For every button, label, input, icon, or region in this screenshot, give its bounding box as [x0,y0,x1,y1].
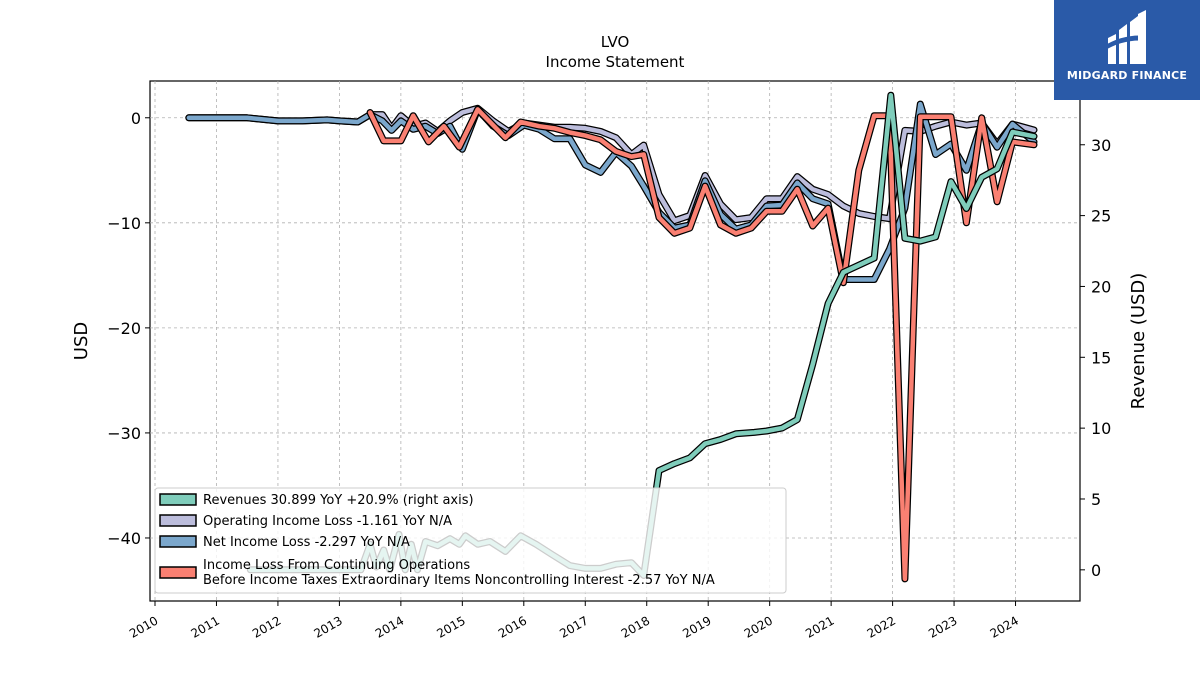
legend: Revenues 30.899 YoY +20.9% (right axis) … [154,487,787,594]
x-tick-label: 2022 [865,613,898,640]
legend-entry: Income Loss From Continuing Operations Be… [159,558,715,588]
legend-swatch-net-income [159,535,197,548]
series-line-pretax-income-loss [367,107,1037,582]
legend-label-net-income: Net Income Loss -2.297 YoY N/A [203,535,410,550]
x-tick-label: 2017 [557,613,590,640]
legend-swatch-revenues [159,493,197,506]
y-right-tick-label: 0 [1091,561,1101,580]
legend-entry: Operating Income Loss -1.161 YoY N/A [159,514,452,529]
legend-label-line: Before Income Taxes Extraordinary Items … [203,573,715,588]
y-tick-label: −20 [107,319,141,338]
y-right-tick-label: 10 [1091,419,1111,438]
y-tick-label: −10 [107,214,141,233]
chart-subtitle: Income Statement [546,53,685,71]
legend-swatch-pretax [159,566,197,579]
x-tick-label: 2016 [496,613,529,640]
y-right-tick-label: 15 [1091,348,1111,367]
y-tick-label: −30 [107,424,141,443]
y-axis-right: 0 5 10 15 20 25 30 [1080,136,1111,580]
legend-swatch-operating [159,514,197,527]
x-tick-label: 2013 [311,613,344,640]
x-tick-label: 2014 [373,613,406,640]
y-right-tick-label: 25 [1091,207,1111,226]
x-tick-label: 2018 [619,613,652,640]
brand-name: MIDGARD FINANCE [1066,69,1188,82]
y-tick-label: −40 [107,529,141,548]
legend-label-revenues: Revenues 30.899 YoY +20.9% (right axis) [203,493,474,508]
y-tick-label: 0 [131,109,141,128]
x-axis: 2010 2011 2012 2013 2014 2015 2016 2017 2018 2019… [127,601,1021,641]
plot-frame [149,80,1081,602]
brand-logo: MIDGARD FINANCE [1054,0,1200,100]
y-axis-label: USD [71,322,92,360]
x-tick-label: 2012 [250,613,283,640]
x-tick-label: 2011 [189,613,222,640]
legend-label-pretax: Income Loss From Continuing Operations Be… [203,558,715,588]
x-tick-label: 2010 [127,613,160,640]
x-tick-label: 2019 [680,613,713,640]
legend-entry: Revenues 30.899 YoY +20.9% (right axis) [159,493,474,508]
y-axis-right-label: Revenue (USD) [1128,273,1149,410]
legend-entry: Net Income Loss -2.297 YoY N/A [159,535,410,550]
x-tick-label: 2015 [434,613,467,640]
legend-label-line: Income Loss From Continuing Operations [203,558,470,573]
legend-box [154,487,787,594]
legend-label-operating: Operating Income Loss -1.161 YoY N/A [203,514,452,529]
brand-mark-icon [1104,10,1148,64]
y-right-tick-label: 20 [1091,277,1111,296]
x-tick-label: 2023 [926,613,959,640]
chart-title: LVO [601,33,630,51]
y-axis-left: 0 −10 −20 −30 −40 [107,109,150,548]
y-right-tick-label: 5 [1091,490,1101,509]
x-tick-label: 2020 [742,613,775,640]
x-tick-label: 2021 [803,613,836,640]
x-tick-label: 2024 [988,613,1021,640]
y-right-tick-label: 30 [1091,136,1111,155]
